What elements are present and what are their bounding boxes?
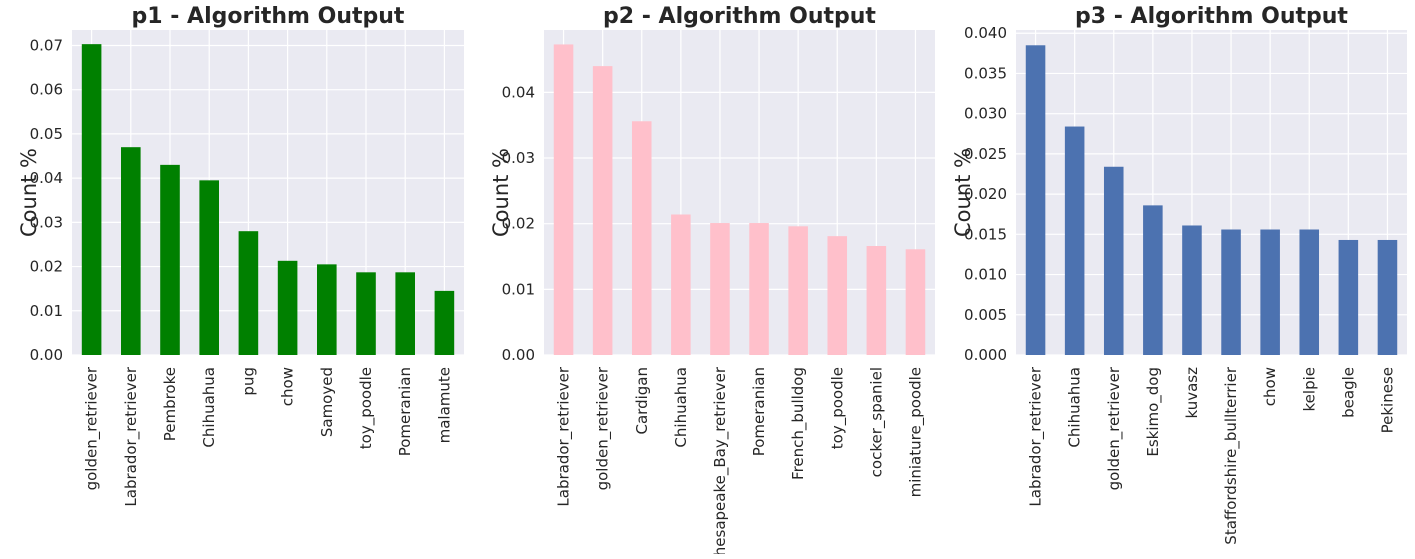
x-tick-label: beagle [1339,367,1357,418]
x-tick-label: golden_retriever [83,366,102,490]
bar-pug [238,231,259,355]
bar-kuvasz [1182,225,1202,355]
bar-malamute [434,290,455,355]
chart-panel-2: 0.00 0.01 0.02 0.03 0.04 Labrador_retriever go… [489,4,935,559]
bar-Chihuahua [671,214,691,355]
x-tick-label: Chihuahua [1066,367,1084,448]
x-tick-label: Cardigan [633,367,651,434]
y-tick-label: 0.02 [30,258,63,276]
x-tick-label: French_bulldog [789,367,808,480]
y-tick-label: 0.07 [30,36,63,54]
x-tick-label: malamute [435,367,453,443]
chart-panel-1: 0.00 0.01 0.02 0.03 0.04 0.05 0.06 0.07 golden_r… [17,4,464,507]
x-tick-label: miniature_poodle [906,367,925,497]
y-tick-label: 0.000 [964,346,1007,364]
y-tick-label: 0.04 [30,169,63,187]
y-tick-label: 0.01 [502,280,535,298]
bar-Samoyed [317,264,337,355]
bar-Cardigan [631,121,652,355]
y-tick-label: 0.02 [502,215,535,233]
bar-Pomeranian [395,272,415,355]
x-tick-label: Eskimo_dog [1144,367,1163,457]
x-tick-label: toy_poodle [828,367,847,449]
y-tick-label: 0.025 [964,145,1007,163]
x-tick-label: chow [1261,367,1279,406]
x-tick-label: Chihuahua [672,367,690,448]
y-tick-label: 0.05 [30,125,63,143]
x-tick-label: golden_retriever [1105,366,1124,490]
x-tick-label: Chihuahua [200,367,218,448]
y-tick-label: 0.04 [502,83,535,101]
y-axis-label: Count % [17,148,41,237]
y-axis-label: Count % [951,148,975,237]
y-axis-label: Count % [489,148,513,237]
bar-kelpie [1299,229,1320,355]
bar-Pekinese [1377,239,1398,355]
y-tick-label: 0.020 [964,185,1007,203]
y-tick-label: 0.010 [964,266,1007,284]
bar-golden_retriever [592,66,613,355]
bar-miniature_poodle [905,249,926,355]
bar-Pomeranian [749,223,769,355]
x-tick-label: Labrador_retriever [122,366,141,506]
bar-golden_retriever [1103,166,1124,355]
x-tick-label: Pomeranian [396,367,414,456]
bar-golden_retriever [81,44,102,355]
bar-cocker_spaniel [866,246,887,355]
bar-Pembroke [160,164,180,355]
y-tick-label: 0.01 [30,302,63,320]
chart-title: p3 - Algorithm Output [1075,4,1348,29]
x-tick-label: Pekinese [1378,367,1396,433]
x-tick-label: Labrador_retriever [1027,366,1046,506]
x-tick-label: Pembroke [161,367,179,441]
bar-French_bulldog [788,226,808,355]
chart-title: p2 - Algorithm Output [603,4,876,29]
x-tick-label: Staffordshire_bullterrier [1222,366,1241,545]
bar-toy_poodle [356,272,376,355]
chart-title: p1 - Algorithm Output [132,4,405,29]
bar-Labrador_retriever [553,44,574,355]
bar-toy_poodle [827,236,848,355]
bar-Chihuahua [1064,126,1085,355]
y-tick-label: 0.030 [964,105,1007,123]
bar-Labrador_retriever [1025,45,1046,355]
bar-Eskimo_dog [1143,205,1163,355]
y-tick-label: 0.00 [30,346,63,364]
x-tick-label: chow [279,367,297,406]
y-tick-label: 0.035 [964,64,1007,82]
y-tick-label: 0.03 [30,213,63,231]
x-tick-label: Pomeranian [750,367,768,456]
chart-panel-3: 0.000 0.005 0.010 0.015 0.020 0.025 0.030 0.035… [951,4,1407,545]
y-tick-label: 0.00 [502,346,535,364]
y-tick-label: 0.015 [964,225,1007,243]
x-tick-label: pug [239,367,257,396]
x-tick-label: cocker_spaniel [867,367,886,477]
bar-chow [1260,229,1280,355]
x-tick-label: kelpie [1300,367,1318,411]
x-tick-label: Samoyed [318,367,336,437]
y-tick-label: 0.040 [964,24,1007,42]
bar-beagle [1338,239,1359,355]
y-tick-label: 0.005 [964,306,1007,324]
bar-Staffordshire_bullterrier [1221,229,1241,355]
x-tick-label: Labrador_retriever [555,366,574,506]
bar-Chihuahua [199,180,219,355]
bar-Chesapeake_Bay_retriever [710,223,730,355]
y-tick-label: 0.06 [30,81,63,99]
bar-Labrador_retriever [121,147,141,355]
x-tick-label: golden_retriever [594,366,613,490]
x-tick-label: toy_poodle [357,367,376,449]
x-tick-label: Chesapeake_Bay_retriever [711,366,730,554]
bar-chow [277,260,298,355]
x-tick-label: kuvasz [1183,367,1201,419]
y-tick-label: 0.03 [502,149,535,167]
